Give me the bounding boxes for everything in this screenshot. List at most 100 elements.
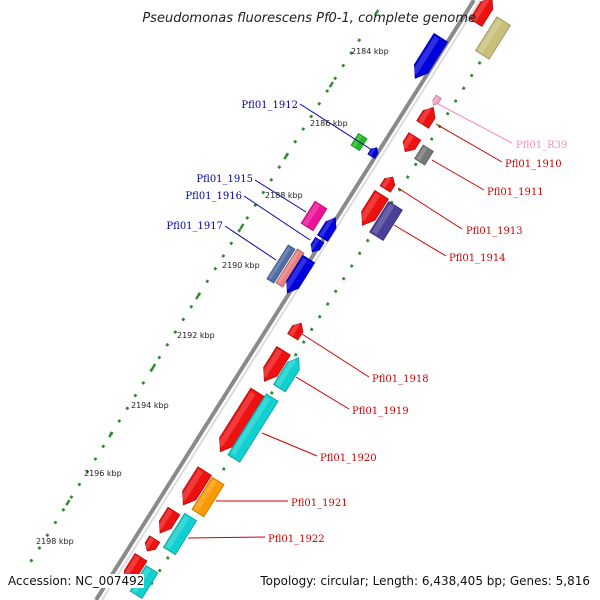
inner-tick-dot bbox=[85, 469, 90, 474]
feature-highlight bbox=[371, 203, 395, 235]
feature-f-magenta-1915[interactable] bbox=[300, 200, 328, 232]
inner-tick-dot bbox=[133, 393, 138, 398]
feature-f-top-khaki[interactable] bbox=[475, 16, 511, 60]
feature-f-grey-1911[interactable] bbox=[414, 144, 434, 166]
feature-f-red-1922b[interactable] bbox=[142, 535, 161, 554]
feature-f-salmon-1917[interactable] bbox=[275, 248, 305, 288]
scale-label-kbp-2188: 2188 kbp bbox=[265, 191, 303, 200]
inner-tick-dot bbox=[261, 190, 266, 195]
gene-label-Pfl01_1912[interactable]: Pfl01_1912 bbox=[241, 100, 298, 111]
outer-tick-dot bbox=[469, 73, 474, 78]
feature-f-blue-big[interactable] bbox=[408, 32, 449, 82]
gene-label-Pfl01_1920[interactable]: Pfl01_1920 bbox=[320, 453, 377, 464]
inner-tick-dot bbox=[141, 380, 146, 385]
leader-Pfl01_1920 bbox=[261, 432, 318, 457]
feature-f-red-1921[interactable] bbox=[177, 466, 212, 509]
feature-body bbox=[414, 32, 449, 79]
feature-f-purple-1914[interactable] bbox=[369, 200, 403, 242]
inner-tick-dot bbox=[229, 241, 234, 246]
gene-label-Pfl01_1916[interactable]: Pfl01_1916 bbox=[185, 191, 242, 202]
outer-tick-dot bbox=[365, 238, 370, 243]
feature-f-red-1910[interactable] bbox=[416, 104, 440, 129]
outer-tick-dot bbox=[445, 111, 450, 116]
feature-body bbox=[310, 236, 325, 253]
major-tick bbox=[65, 499, 71, 506]
feature-body bbox=[367, 147, 379, 159]
feature-f-red-1918[interactable] bbox=[287, 320, 307, 341]
major-tick bbox=[283, 153, 289, 160]
feature-f-blue-small-1912[interactable] bbox=[367, 146, 380, 159]
feature-highlight bbox=[402, 134, 414, 150]
outer-tick-dot bbox=[325, 302, 330, 306]
feature-f-cyan-1922[interactable] bbox=[162, 512, 198, 556]
inner-tick-dot bbox=[53, 520, 58, 525]
feature-body bbox=[144, 535, 161, 552]
major-tick bbox=[108, 431, 114, 438]
gene-label-Pfl01_1917[interactable]: Pfl01_1917 bbox=[166, 221, 223, 232]
feature-f-top-red[interactable] bbox=[469, 0, 498, 27]
feature-f-steel-1917[interactable] bbox=[266, 244, 296, 284]
feature-highlight bbox=[277, 250, 300, 284]
feature-f-blue-1915b[interactable] bbox=[316, 215, 341, 242]
inner-tick-dot bbox=[357, 38, 362, 43]
feature-body bbox=[316, 217, 337, 242]
gene-label-Pfl01_1918[interactable]: Pfl01_1918 bbox=[372, 374, 429, 385]
scale-label-kbp-2192: 2192 kbp bbox=[177, 331, 215, 340]
gene-label-Pfl01_1910[interactable]: Pfl01_1910 bbox=[505, 159, 562, 170]
feature-highlight bbox=[368, 147, 376, 156]
feature-f-pink-rna[interactable] bbox=[431, 94, 442, 107]
inner-tick-dot bbox=[61, 507, 66, 512]
leader-Pfl01_1918 bbox=[301, 333, 370, 378]
gene-label-Pfl01_1922[interactable]: Pfl01_1922 bbox=[268, 534, 325, 545]
inner-tick-dot bbox=[45, 533, 50, 538]
inner-tick-dot bbox=[165, 342, 170, 347]
feature-body bbox=[286, 254, 316, 294]
major-tick bbox=[239, 223, 245, 230]
scale-label-kbp-2186: 2186 kbp bbox=[310, 119, 348, 128]
inner-tick-dot bbox=[101, 444, 106, 449]
gene-label-Pfl01_1919[interactable]: Pfl01_1919 bbox=[352, 406, 409, 417]
feature-highlight bbox=[165, 515, 190, 550]
inner-tick-dot bbox=[205, 279, 210, 284]
gene-label-Pfl01_R39[interactable]: Pfl01_R39 bbox=[516, 140, 567, 151]
outer-tick-dot bbox=[429, 137, 434, 141]
inner-tick-dot bbox=[213, 266, 218, 271]
feature-body bbox=[432, 94, 442, 106]
inner-tick-dot bbox=[349, 50, 354, 55]
major-tick bbox=[373, 9, 380, 16]
feature-f-orange-1921[interactable] bbox=[191, 476, 225, 518]
feature-body bbox=[287, 322, 304, 341]
feature-body bbox=[300, 200, 328, 232]
feature-highlight bbox=[416, 146, 428, 161]
gene-label-Pfl01_1913[interactable]: Pfl01_1913 bbox=[466, 226, 523, 237]
leader-Pfl01_1922 bbox=[187, 536, 266, 539]
feature-f-red-1911a[interactable] bbox=[399, 132, 422, 156]
feature-f-red-1922a[interactable] bbox=[154, 506, 181, 536]
feature-f-red-1913a[interactable] bbox=[379, 174, 398, 193]
feature-body bbox=[182, 466, 212, 506]
outer-tick-dot bbox=[221, 467, 226, 471]
gene-label-Pfl01_1915[interactable]: Pfl01_1915 bbox=[196, 174, 253, 185]
feature-f-blue-1917b[interactable] bbox=[281, 254, 316, 296]
outer-tick-dot bbox=[453, 99, 458, 103]
feature-body bbox=[416, 107, 436, 129]
gene-label-Pfl01_1911[interactable]: Pfl01_1911 bbox=[487, 187, 544, 198]
feature-highlight bbox=[230, 397, 271, 456]
outer-tick-dot bbox=[461, 86, 466, 91]
gene-label-Pfl01_1921[interactable]: Pfl01_1921 bbox=[291, 498, 348, 509]
scale-label-kbp-2196: 2196 kbp bbox=[84, 469, 122, 478]
feature-f-cyan-1919[interactable] bbox=[272, 354, 304, 393]
major-tick bbox=[195, 293, 201, 300]
feature-f-red-1913b[interactable] bbox=[356, 189, 389, 230]
feature-f-blue-1916[interactable] bbox=[308, 236, 325, 254]
feature-f-red-1920[interactable] bbox=[214, 387, 265, 456]
feature-f-red-1919[interactable] bbox=[258, 345, 291, 386]
inner-tick-dot bbox=[221, 254, 226, 258]
leader-Pfl01_1911 bbox=[431, 159, 485, 191]
inner-tick-dot bbox=[77, 482, 82, 487]
feature-f-cyan-1920[interactable] bbox=[227, 393, 279, 463]
gene-label-Pfl01_1914[interactable]: Pfl01_1914 bbox=[449, 253, 506, 264]
feature-body bbox=[469, 0, 494, 27]
